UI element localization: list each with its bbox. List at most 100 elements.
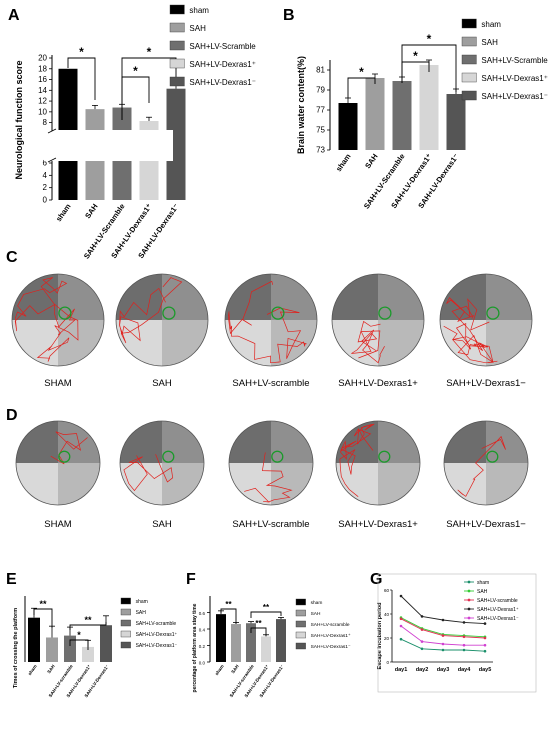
legend-entry: SAH <box>189 24 206 33</box>
significance-label: * <box>413 49 418 63</box>
maze-quadrant <box>12 274 58 320</box>
y-tick-label: 20 <box>384 636 390 641</box>
series-point <box>462 643 466 647</box>
legend-swatch <box>295 609 306 617</box>
significance-bracket <box>401 44 457 92</box>
panel-letter-c: C <box>6 249 18 266</box>
x-tick-label: SAH <box>230 664 240 675</box>
panel-b-chart: Brain water content(%) 73 75 77 79 81 * * * sh… <box>296 18 548 210</box>
legend-entry: SAH+LV-Dexras1⁻ <box>136 643 178 649</box>
legend-swatch <box>461 54 477 65</box>
platform-marker <box>271 306 285 320</box>
y-tick-label: 2 <box>43 183 48 192</box>
significance-label: * <box>133 64 138 78</box>
maze-quadrant <box>16 421 58 463</box>
legend-entry: SAH+LV-Dexras1⁻ <box>189 78 256 87</box>
maze-label: SAH <box>152 378 172 389</box>
legend-swatch <box>295 631 306 639</box>
platform-marker <box>271 450 284 463</box>
series-point <box>399 617 403 621</box>
significance-label: * <box>77 630 81 640</box>
maze-quadrant <box>332 274 378 320</box>
panel-c-swim-paths <box>11 273 533 367</box>
swim-path <box>457 435 506 497</box>
maze-quadrant <box>58 463 100 505</box>
legend-swatch <box>120 630 131 638</box>
legend-entry: SAH+LV-Dexras1⁺ <box>477 607 519 613</box>
maze-0 <box>15 420 101 506</box>
panel-f-chart: percentage of platform area stay time 0.… <box>192 596 351 698</box>
swim-path <box>339 423 375 497</box>
legend-swatch <box>120 597 131 605</box>
maze-label: SHAM <box>44 519 72 530</box>
panel-letter-f: F <box>186 571 196 588</box>
series-point <box>441 634 445 637</box>
legend-entry: SAH <box>481 38 498 47</box>
bar-4 <box>166 88 186 200</box>
legend-entry: SAH+LV-Dexras1⁺ <box>136 632 178 638</box>
maze-quadrant <box>58 421 100 463</box>
bar-0 <box>28 617 40 662</box>
platform-marker <box>486 450 499 463</box>
maze-1 <box>115 273 209 367</box>
y-tick-label: 79 <box>316 86 325 95</box>
significance-bracket <box>220 608 237 624</box>
axis-break-gap <box>53 130 173 161</box>
platform-marker <box>378 306 392 320</box>
maze-pool <box>119 420 205 506</box>
platform-marker <box>162 450 175 463</box>
swim-path <box>227 280 307 364</box>
y-tick-label: 4 <box>43 171 48 180</box>
maze-quadrant <box>336 421 378 463</box>
series-point <box>420 628 424 631</box>
y-tick-label: 18 <box>38 64 47 73</box>
x-tick-label: day5 <box>479 667 492 673</box>
legend-entry: SAH+LV-scramble <box>136 621 177 627</box>
significance-bracket <box>121 57 177 120</box>
maze-quadrant <box>440 274 486 320</box>
legend-swatch <box>169 58 185 69</box>
significance-label: ** <box>39 599 47 609</box>
maze-2 <box>224 273 318 367</box>
maze-quadrant <box>271 463 313 505</box>
maze-3 <box>331 273 425 367</box>
panel-f-ylabel: percentage of platform area stay time <box>192 603 198 692</box>
x-tick-label: SAH <box>363 152 379 170</box>
maze-quadrant <box>440 320 486 366</box>
significance-bracket <box>69 622 107 630</box>
swim-path <box>50 431 88 465</box>
maze-label: SAH+LV-scramble <box>232 519 309 530</box>
bar-4 <box>276 619 286 662</box>
maze-label: SAH+LV-Dexras1− <box>446 378 526 389</box>
maze-4 <box>439 273 533 367</box>
platform-marker <box>162 306 176 320</box>
panel-letter-g: G <box>370 571 382 588</box>
y-tick-label: 60 <box>384 588 390 593</box>
maze-quadrant <box>229 463 271 505</box>
maze-pool <box>443 420 529 506</box>
bar-2 <box>392 81 412 150</box>
legend-marker <box>467 589 471 593</box>
maze-quadrant <box>444 463 486 505</box>
x-tick-label: day2 <box>416 667 429 673</box>
legend-swatch <box>169 40 185 51</box>
significance-label: ** <box>255 619 262 628</box>
y-tick-label: 0.2 <box>199 644 206 649</box>
x-tick-label: sham <box>27 664 38 677</box>
y-tick-label: 0 <box>43 196 48 205</box>
maze-quadrant <box>162 463 204 505</box>
legend-entry: SAH+LV-Scramble <box>481 56 548 65</box>
legend-swatch <box>169 76 185 87</box>
maze-quadrant <box>378 274 424 320</box>
maze-quadrant <box>378 320 424 366</box>
bar-2 <box>246 623 256 662</box>
panel-letter-d: D <box>6 407 18 424</box>
panel-g-frame <box>377 573 537 693</box>
significance-label: ** <box>225 600 232 609</box>
maze-1 <box>119 420 205 506</box>
significance-bracket <box>67 57 96 100</box>
y-tick-label: 16 <box>38 75 47 84</box>
legend-swatch <box>120 641 131 649</box>
platform-marker <box>486 306 500 320</box>
maze-pool <box>11 273 105 367</box>
